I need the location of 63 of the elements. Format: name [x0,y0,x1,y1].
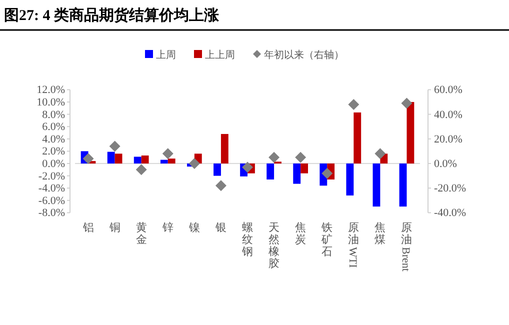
bar [300,164,308,174]
point [401,98,412,109]
y2-tick-label: 20.0% [434,133,462,146]
x-tick-label: 黄金 [136,222,147,246]
bar [354,112,362,164]
x-tick-label: 焦煤 [374,222,386,246]
bar [114,154,122,164]
bar [160,160,168,164]
point [374,148,386,160]
x-tick-label: 铜 [109,222,120,234]
x-tick-label: 焦炭 [295,222,306,246]
bar [107,152,115,164]
y-tick-label: -6.0% [38,194,65,207]
y2-tick-label: -40.0% [434,207,466,220]
y2-tick-label: 0.0% [434,158,457,170]
bar [168,158,176,164]
y-tick-label: 8.0% [42,108,65,121]
y-tick-label: 6.0% [42,121,65,134]
point [268,152,280,163]
point [295,152,306,163]
y2-tick-label: 60.0% [434,84,462,96]
y-tick-label: -8.0% [38,207,65,220]
point [82,153,94,164]
chart-title: 图27: 4 类商品期货结算价均上涨 [4,6,220,24]
x-tick-label: 原油WTI [346,222,360,268]
bar [134,156,142,164]
y2-tick-label: -20.0% [434,182,466,195]
point [322,168,333,179]
x-tick-label: 铝 [82,222,94,234]
legend-label: 年初以来（右轴） [264,49,344,61]
y-tick-label: -4.0% [38,182,65,195]
x-tick-label: 锌 [162,222,174,234]
legend-label: 上周 [156,49,176,61]
point [162,148,174,160]
y-tick-label: 12.0% [36,84,65,96]
point [215,180,226,192]
point [136,164,147,176]
bar [346,164,354,196]
y-tick-label: 0.0% [42,158,65,170]
bar [406,102,414,164]
bar [399,164,407,207]
y-tick-label: 2.0% [42,146,65,158]
x-tick-label: 天然橡胶 [268,222,280,270]
bar [372,164,380,207]
x-tick-label: 铁矿石 [322,222,333,258]
y-tick-label: -2.0% [38,170,65,182]
point [348,98,360,110]
bar [220,134,228,164]
y2-tick-label: 40.0% [434,108,462,121]
point [242,162,253,173]
point [109,140,120,152]
bar [266,164,274,180]
x-tick-label: 螺纹钢 [242,222,253,258]
x-tick-label: 银 [215,222,226,234]
bar [293,164,301,184]
y-tick-label: 10.0% [36,96,65,108]
y-tick-label: 4.0% [42,133,65,146]
bar [214,164,221,176]
point [188,158,200,169]
x-tick-label: 镍 [188,222,200,234]
legend-label: 上上周 [205,49,235,61]
bar [141,156,149,164]
x-tick-label: 原油Brent [400,222,412,272]
